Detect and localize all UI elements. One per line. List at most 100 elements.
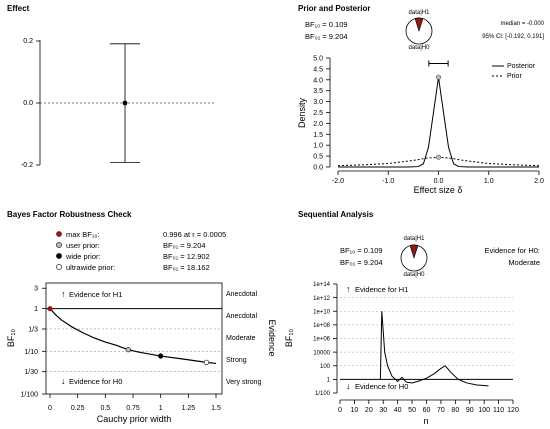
legend-ultrawide-marker: [56, 264, 62, 270]
effect-tick-label: 0.2: [23, 38, 33, 45]
robustness-x-tick-label: 1: [159, 405, 163, 412]
robustness-x-tick-label: 0.25: [71, 405, 85, 412]
sequential-bf01: BF₀₁ = 9.204: [340, 258, 383, 267]
sequential-pie-chart: [400, 244, 428, 272]
legend-max-value: 0.996 at r = 0.0005: [163, 230, 226, 239]
sequential-x-tick-label: 30: [379, 407, 387, 414]
posterior-x-tick-label: 0.0: [434, 178, 444, 185]
sequential-x-tick-label: 120: [507, 407, 519, 414]
robustness-evidence-h0: Evidence for H0: [69, 377, 122, 386]
sequential-lines: [379, 311, 489, 387]
robustness-y-tick-label: 1: [34, 306, 38, 313]
posterior-y-tick-label: 1.5: [313, 132, 323, 139]
sequential-x-label: n: [423, 416, 428, 426]
robustness-x-tick-label: 0.75: [126, 405, 140, 412]
effect-panel: Effect 0.2 0.0 -0.2: [7, 4, 215, 169]
robustness-evidence-h1: Evidence for H1: [69, 290, 122, 299]
robustness-x-tick-label: 0.5: [100, 405, 110, 412]
legend-ultrawide-value: BF₀₁ = 18.162: [163, 263, 210, 272]
posterior-y-tick-label: 3.5: [313, 88, 323, 95]
density-at-zero-marker: [435, 74, 442, 80]
effect-tick-label: 0.0: [23, 100, 33, 107]
sequential-pie-bottom-label: data|H0: [404, 272, 426, 278]
sequential-x-tick-label: 50: [408, 407, 416, 414]
legend-wide-marker: [56, 253, 62, 259]
posterior-x-tick-label: -1.0: [382, 178, 394, 185]
sequential-title: Sequential Analysis: [298, 210, 374, 219]
posterior-y-tick-label: 1.0: [313, 143, 323, 150]
legend-user-label: user prior:: [66, 241, 100, 250]
legend-wide-value: BF₀₁ = 12.902: [163, 252, 210, 261]
robustness-y-tick-label: 1/3: [28, 326, 38, 333]
posterior-y-tick-label: 0.0: [313, 165, 323, 172]
robustness-title: Bayes Factor Robustness Check: [7, 210, 132, 219]
sequential-y-tick-label: 100: [320, 364, 331, 370]
robustness-x-tick-label: 0: [48, 405, 52, 412]
posterior-x-tick-label: 1.0: [484, 178, 494, 185]
legend-max-marker: [56, 231, 62, 237]
posterior-panel: Prior and Posterior BF₁₀ = 0.109 BF₀₁ = …: [297, 4, 545, 195]
posterior-pie-chart: [405, 17, 433, 45]
sequential-x-tick-label: 20: [365, 407, 373, 414]
robustness-plot-box: [45, 282, 223, 395]
posterior-median-text: median = -0.000: [500, 21, 544, 27]
posterior-pie-top-label: data|H1: [409, 10, 431, 16]
sequential-panel: Sequential Analysis BF₁₀ = 0.109 BF₀₁ = …: [284, 210, 540, 426]
posterior-y-tick-label: 4.0: [313, 77, 323, 84]
sequential-x-tick-label: 10: [351, 407, 359, 414]
legend-wide-label: wide prior:: [65, 252, 101, 261]
robustness-marker: [125, 347, 131, 353]
robustness-marker: [47, 306, 53, 312]
sequential-x-tick-label: 40: [394, 407, 402, 414]
posterior-ci-text: 95% CI: [-0.192, 0.191]: [482, 34, 544, 40]
sequential-grid: [340, 297, 513, 380]
sequential-x-tick-label: 90: [466, 407, 474, 414]
effect-title: Effect: [7, 4, 30, 13]
posterior-pie-bottom-label: data|H0: [409, 45, 431, 51]
robustness-y-label: BF₁₀: [6, 329, 16, 348]
sequential-x-tick-label: 0: [338, 407, 342, 414]
sequential-evidence-h0: Evidence for H0: [355, 382, 408, 391]
evidence-category: Moderate: [226, 335, 256, 342]
sequential-bf10: BF₁₀ = 0.109: [340, 246, 383, 255]
effect-point: [122, 100, 128, 106]
sequential-x-tick-label: 80: [451, 407, 459, 414]
sequential-y-tick-label: 1/100: [315, 391, 331, 397]
sequential-pie-top-label: data|H1: [404, 236, 426, 242]
posterior-title: Prior and Posterior: [298, 4, 370, 13]
sequential-evidence-h1: Evidence for H1: [355, 285, 408, 294]
seq-evidence-h0-arrow-icon: ↓: [346, 381, 351, 391]
sequential-y-tick-label: 1: [327, 378, 331, 384]
robustness-y-tick-label: 1/30: [24, 369, 38, 376]
robustness-evidence-axis-label: Evidence: [267, 319, 277, 356]
evidence-category: Anecdotal: [226, 313, 258, 320]
posterior-y-label: Density: [297, 97, 307, 128]
sequential-y-tick-label: 1e+14: [313, 282, 331, 288]
robustness-bf-curve: [49, 308, 217, 365]
robustness-y-tick-label: 1/10: [24, 349, 38, 356]
legend-user-value: BF₀₁ = 9.204: [163, 241, 206, 250]
evidence-h1-arrow-icon: ↑: [61, 289, 66, 299]
sequential-evidence-line1: Evidence for H0:: [485, 246, 540, 255]
sequential-y-tick-label: 1e+08: [313, 323, 331, 329]
evidence-category: Very strong: [226, 379, 262, 386]
posterior-x-tick-label: 2.0: [534, 178, 544, 185]
posterior-lines: [337, 60, 540, 168]
posterior-y-tick-label: 5.0: [313, 56, 323, 63]
posterior-ticks: 0.0 0.5 1.0 1.5 2.0 2.5 3.0 3.5 4.0 4.5 5.0 -2.0 -1.…: [313, 56, 544, 186]
robustness-ticks: 1/100 1/30 1/10 1/3 1 3 0 0.25 0.5 0.75 1 1.25 1.5: [20, 286, 221, 412]
seq-evidence-h1-arrow-icon: ↑: [346, 284, 351, 294]
pie-h1-slice: [414, 17, 424, 32]
sequential-y-label: BF₁₀: [284, 329, 294, 348]
robustness-marker: [158, 353, 164, 359]
legend-user-marker: [56, 242, 62, 248]
sequential-y-tick-label: 10000: [313, 350, 330, 356]
robustness-marker: [203, 359, 210, 365]
posterior-x-label: Effect size δ: [414, 185, 463, 195]
posterior-bf10: BF₁₀ = 0.109: [305, 20, 348, 29]
sequential-y-tick-label: 1e+06: [313, 337, 331, 343]
legend-posterior-label: Posterior: [507, 63, 536, 70]
robustness-y-tick-label: 3: [34, 286, 38, 293]
robustness-panel: Bayes Factor Robustness Check max BF₁₀: …: [6, 210, 277, 424]
